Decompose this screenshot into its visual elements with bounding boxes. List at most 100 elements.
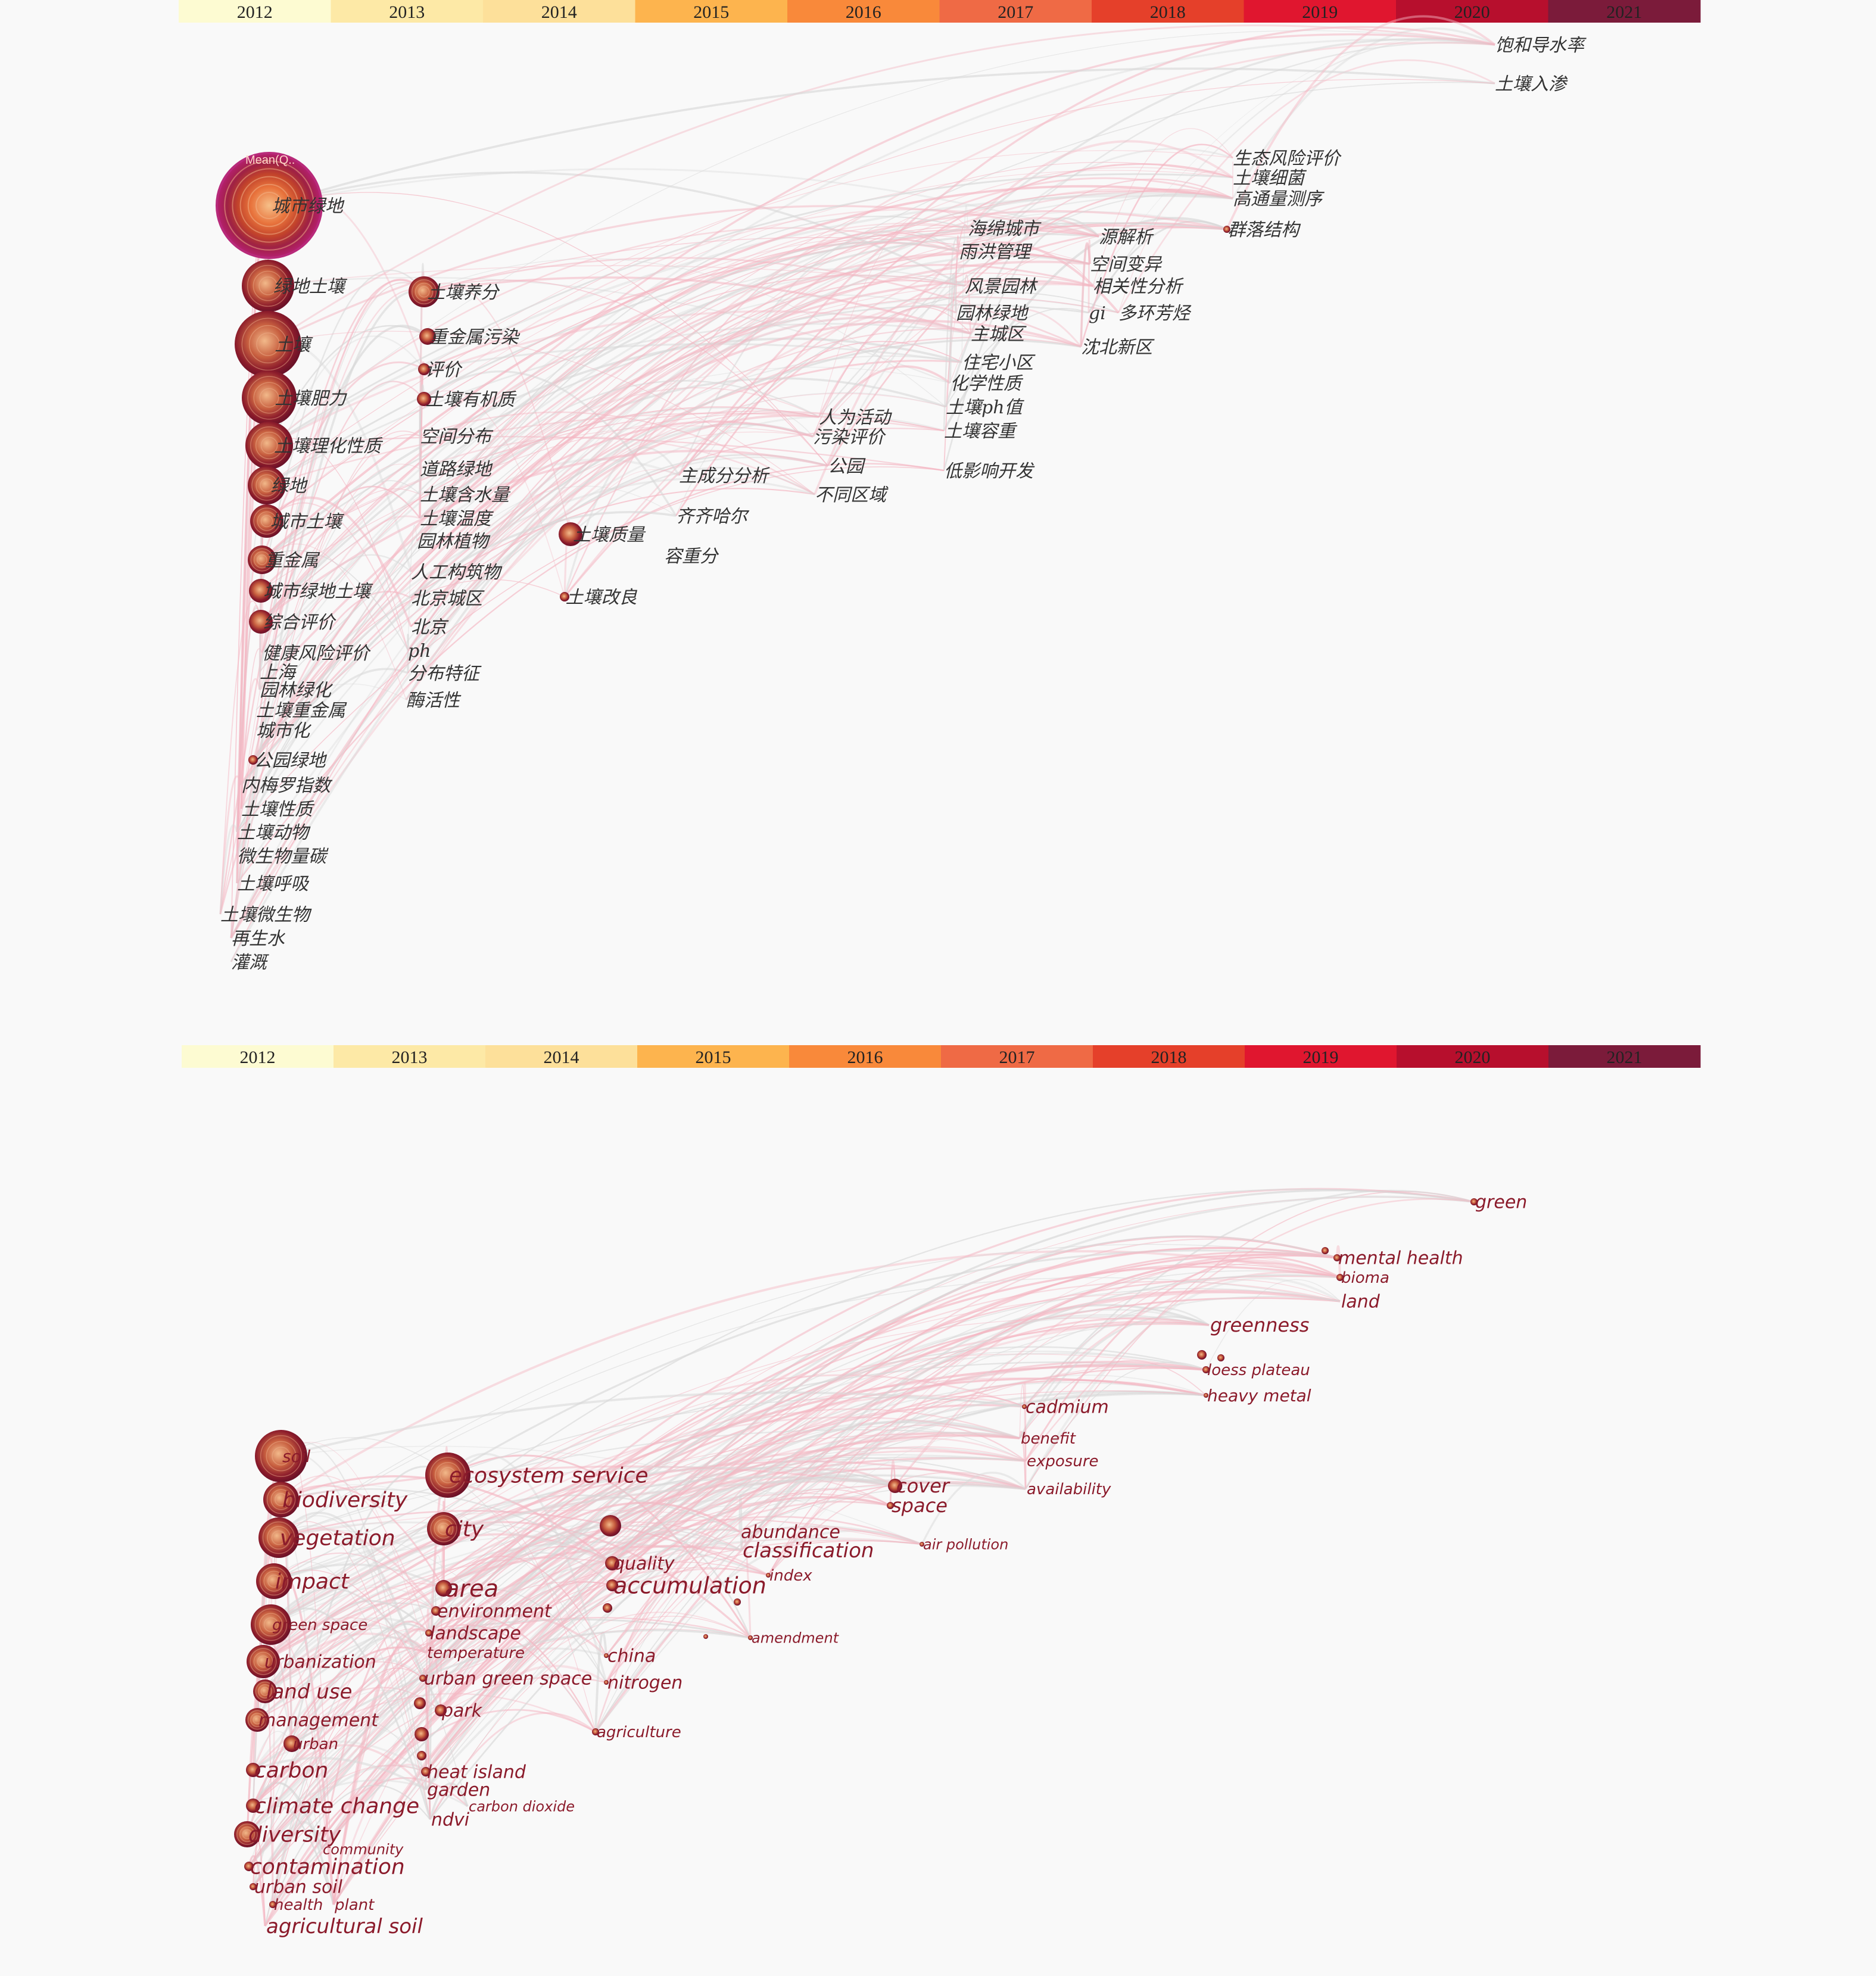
top-year-label-2016: 2016 bbox=[846, 2, 881, 22]
bottom-node-13[interactable] bbox=[920, 1542, 924, 1547]
top-link bbox=[260, 210, 1227, 592]
bottom-dot-6 bbox=[734, 1598, 741, 1606]
bottom-link bbox=[248, 1581, 613, 1867]
bottom-keyword-label: exposure bbox=[1027, 1453, 1099, 1470]
bottom-node-43[interactable] bbox=[283, 1735, 300, 1752]
top-node-6[interactable] bbox=[1223, 226, 1230, 233]
top-link bbox=[967, 38, 1495, 229]
bottom-link bbox=[264, 1390, 1207, 1692]
bottom-node-ring bbox=[266, 1441, 297, 1472]
bottom-node-39[interactable] bbox=[251, 1604, 291, 1645]
bottom-link bbox=[606, 1255, 1338, 1683]
top-node-51[interactable] bbox=[248, 466, 286, 504]
top-node-50[interactable] bbox=[245, 422, 293, 469]
bottom-node-41[interactable] bbox=[253, 1679, 277, 1703]
bottom-link bbox=[270, 1317, 1210, 1625]
bottom-node-0[interactable] bbox=[1470, 1198, 1478, 1205]
bottom-node-5[interactable] bbox=[1202, 1366, 1210, 1373]
bottom-node-21[interactable] bbox=[604, 1680, 609, 1685]
bottom-link bbox=[262, 1364, 1207, 1663]
bottom-node-22[interactable] bbox=[592, 1728, 599, 1735]
top-node-55[interactable] bbox=[249, 610, 273, 634]
bottom-node-12[interactable] bbox=[887, 1502, 894, 1509]
bottom-node-11[interactable] bbox=[888, 1479, 902, 1493]
top-node-34[interactable] bbox=[418, 363, 430, 375]
bottom-node-31[interactable] bbox=[421, 1767, 431, 1776]
top-node-33[interactable] bbox=[419, 328, 436, 345]
bottom-node-38[interactable] bbox=[256, 1563, 292, 1599]
top-link bbox=[964, 178, 1233, 286]
top-node-61[interactable] bbox=[248, 755, 258, 765]
bottom-node-49[interactable] bbox=[250, 1883, 257, 1890]
bottom-node-7[interactable] bbox=[1022, 1404, 1027, 1409]
bottom-keyword-label: agricultural soil bbox=[266, 1915, 423, 1938]
top-link bbox=[943, 238, 960, 431]
bottom-link bbox=[422, 1195, 1475, 1679]
bottom-node-24[interactable] bbox=[427, 1512, 460, 1545]
top-node-ring bbox=[253, 270, 283, 301]
bottom-node-42[interactable] bbox=[245, 1708, 269, 1732]
top-link bbox=[410, 162, 1233, 599]
bottom-link bbox=[889, 1465, 896, 1506]
bottom-node-23[interactable] bbox=[425, 1453, 470, 1498]
top-node-53[interactable] bbox=[248, 546, 276, 574]
bottom-link bbox=[253, 1540, 923, 1887]
bottom-node-ring bbox=[236, 1824, 258, 1845]
bottom-node-6[interactable] bbox=[1204, 1393, 1208, 1398]
bottom-link bbox=[272, 1668, 423, 1905]
bottom-link bbox=[263, 1416, 1020, 1663]
bottom-node-35[interactable] bbox=[255, 1430, 307, 1482]
top-node-52[interactable] bbox=[250, 504, 283, 538]
bottom-node-30[interactable] bbox=[435, 1704, 447, 1716]
bottom-link bbox=[425, 1314, 1210, 1772]
bottom-node-27[interactable] bbox=[425, 1629, 432, 1637]
top-node-30[interactable] bbox=[559, 522, 582, 546]
bottom-node-40[interactable] bbox=[247, 1645, 280, 1678]
top-keyword-label: ph bbox=[408, 641, 431, 662]
top-link bbox=[261, 185, 1233, 561]
bottom-node-18[interactable] bbox=[605, 1556, 619, 1570]
bottom-node-19[interactable] bbox=[606, 1579, 618, 1591]
top-keyword-label: 群落结构 bbox=[1227, 220, 1301, 241]
bottom-link bbox=[440, 1432, 1020, 1712]
bottom-node-29[interactable] bbox=[419, 1675, 426, 1682]
top-link bbox=[812, 365, 951, 438]
bottom-keyword-label: air pollution bbox=[923, 1536, 1008, 1553]
bottom-node-25[interactable] bbox=[435, 1580, 452, 1597]
top-node-49[interactable] bbox=[242, 370, 297, 425]
bottom-node-46[interactable] bbox=[234, 1821, 260, 1847]
bottom-node-37[interactable] bbox=[258, 1517, 299, 1558]
bottom-node-16[interactable] bbox=[766, 1573, 771, 1578]
bottom-keyword-label: urban green space bbox=[424, 1669, 592, 1690]
bottom-keyword-label: park bbox=[441, 1701, 483, 1722]
bottom-node-36[interactable] bbox=[263, 1482, 299, 1517]
top-node-54[interactable] bbox=[249, 579, 273, 603]
top-keyword-label: 主成分分析 bbox=[679, 466, 770, 487]
top-keyword-label: 不同区域 bbox=[815, 485, 889, 506]
bottom-node-ring bbox=[429, 1457, 466, 1494]
top-link bbox=[423, 279, 828, 466]
bottom-node-1[interactable] bbox=[1333, 1254, 1341, 1261]
top-link bbox=[678, 26, 1495, 476]
bottom-year-bar: 2012 2013 2014 2015 2016 2017 2018 2019 2020 2021 bbox=[182, 1045, 1701, 1068]
top-node-48[interactable] bbox=[235, 311, 301, 378]
top-link bbox=[419, 411, 815, 495]
bottom-node-2[interactable] bbox=[1336, 1274, 1344, 1281]
top-link bbox=[267, 24, 1495, 345]
bottom-link bbox=[1018, 1307, 1210, 1439]
top-node-47[interactable] bbox=[242, 260, 294, 312]
top-node-32[interactable] bbox=[409, 276, 440, 307]
bottom-node-45[interactable] bbox=[246, 1799, 260, 1813]
top-node-31[interactable] bbox=[560, 592, 569, 601]
top-link bbox=[967, 140, 1234, 229]
bottom-node-44[interactable] bbox=[246, 1763, 260, 1777]
bottom-node-17[interactable] bbox=[748, 1635, 753, 1640]
bottom-link bbox=[767, 1260, 1341, 1576]
bottom-node-20[interactable] bbox=[604, 1653, 609, 1658]
bottom-node-26[interactable] bbox=[431, 1606, 441, 1616]
bottom-node-48[interactable] bbox=[244, 1862, 254, 1871]
top-node-35[interactable] bbox=[417, 392, 431, 406]
bottom-node-50[interactable] bbox=[269, 1901, 276, 1908]
bottom-link bbox=[291, 1714, 426, 1772]
